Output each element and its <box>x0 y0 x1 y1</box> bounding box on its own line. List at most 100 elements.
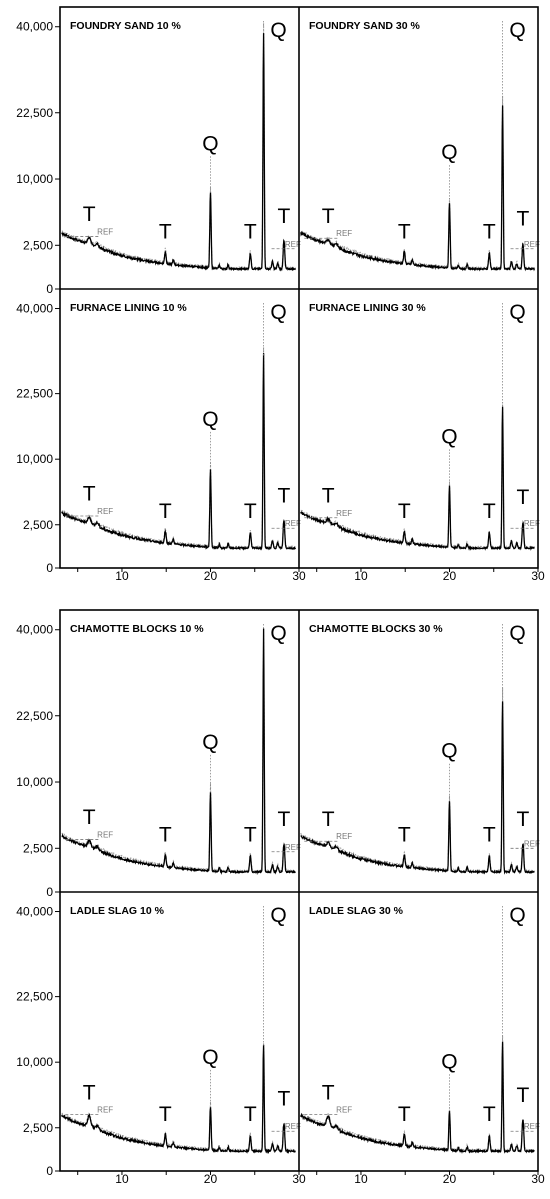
peak-label-t: T <box>398 824 411 847</box>
x-tick-label: 20 <box>443 569 457 583</box>
reference-trace <box>61 23 296 269</box>
y-tick-label: 22,500 <box>16 709 53 723</box>
peak-label-t: T <box>398 221 411 244</box>
ref-label: REF <box>336 1106 352 1115</box>
x-tick-label: 10 <box>115 1172 129 1186</box>
peak-label-t: T <box>244 221 257 244</box>
sample-trace <box>300 701 535 875</box>
ref-label: REF <box>336 832 352 841</box>
sample-trace <box>300 406 535 551</box>
peak-label-t: T <box>322 205 335 228</box>
panel-title: LADLE SLAG 30 % <box>309 905 404 917</box>
y-tick-label: 22,500 <box>16 990 53 1004</box>
peak-label-q: Q <box>509 622 525 645</box>
x-tick-label: 30 <box>531 1172 545 1186</box>
reference-trace <box>61 347 296 549</box>
peak-label-q: Q <box>509 19 525 42</box>
y-tick-label: 40,000 <box>16 905 53 919</box>
peak-label-q: Q <box>441 425 457 448</box>
ref-label: REF <box>97 830 113 839</box>
panel-title: FOUNDRY SAND 10 % <box>70 20 182 32</box>
peak-label-t: T <box>83 203 96 226</box>
peak-label-t: T <box>244 824 257 847</box>
y-tick-label: 10,000 <box>16 172 53 186</box>
panel-title: FOUNDRY SAND 30 % <box>309 20 421 32</box>
ref-label: REF <box>285 1122 301 1131</box>
peak-label-q: Q <box>270 622 286 645</box>
peak-label-q: Q <box>509 301 525 324</box>
x-tick-label: 30 <box>292 569 306 583</box>
peak-label-t: T <box>159 824 172 847</box>
y-tick-label: 0 <box>46 561 53 575</box>
peak-label-q: Q <box>270 301 286 324</box>
peak-label-q: Q <box>202 408 218 431</box>
y-tick-label: 0 <box>46 885 53 899</box>
x-tick-label: 20 <box>204 1172 218 1186</box>
peak-label-t: T <box>322 1081 335 1104</box>
y-tick-label: 10,000 <box>16 775 53 789</box>
y-tick-label: 40,000 <box>16 302 53 316</box>
peak-label-t: T <box>278 808 291 831</box>
panel-title: CHAMOTTE BLOCKS 10 % <box>70 623 204 635</box>
y-tick-label: 2,500 <box>23 841 53 855</box>
peak-label-t: T <box>159 221 172 244</box>
peak-label-t: T <box>83 1081 96 1104</box>
block-frame-1: 0 2,500 10,000 22,500 40,000 0 2,500 10,000 22,5… <box>16 6 545 583</box>
panel-title: FURNACE LINING 10 % <box>70 302 187 314</box>
ref-label: REF <box>524 240 540 249</box>
peak-label-t: T <box>517 486 530 509</box>
ref-label: REF <box>524 839 540 848</box>
x-tick-label: 10 <box>354 1172 368 1186</box>
ref-label: REF <box>285 519 301 528</box>
peak-label-t: T <box>517 1084 530 1107</box>
peak-label-q: Q <box>441 1050 457 1073</box>
reference-trace <box>61 627 296 872</box>
x-tick-label: 30 <box>292 1172 306 1186</box>
ref-label: REF <box>285 240 301 249</box>
panel-title: LADLE SLAG 10 % <box>70 905 165 917</box>
peak-label-t: T <box>517 808 530 831</box>
peak-label-t: T <box>398 1103 411 1126</box>
peak-label-t: T <box>483 500 496 523</box>
ref-label: REF <box>97 507 113 516</box>
y-tick-label: 0 <box>46 1164 53 1178</box>
peak-label-t: T <box>278 484 291 507</box>
x-tick-label: 20 <box>204 569 218 583</box>
y-tick-label: 40,000 <box>16 20 53 34</box>
sample-trace <box>300 1041 535 1154</box>
peak-label-t: T <box>517 208 530 231</box>
peak-label-t: T <box>483 221 496 244</box>
y-tick-label: 10,000 <box>16 1055 53 1069</box>
reference-trace <box>300 402 535 549</box>
peak-label-q: Q <box>202 731 218 754</box>
y-tick-label: 0 <box>46 282 53 296</box>
peak-label-t: T <box>159 1103 172 1126</box>
y-tick-label: 2,500 <box>23 238 53 252</box>
peak-label-t: T <box>244 500 257 523</box>
ref-label: REF <box>524 1122 540 1131</box>
reference-trace <box>61 1042 296 1151</box>
peak-label-q: Q <box>270 904 286 927</box>
x-tick-label: 10 <box>115 569 129 583</box>
peak-label-t: T <box>278 1087 291 1110</box>
peak-label-t: T <box>159 500 172 523</box>
peak-label-t: T <box>322 484 335 507</box>
panel-title: FURNACE LINING 30 % <box>309 302 426 314</box>
y-tick-label: 40,000 <box>16 623 53 637</box>
reference-trace <box>300 95 535 269</box>
peak-label-t: T <box>483 1103 496 1126</box>
y-tick-label: 2,500 <box>23 518 53 532</box>
peak-label-q: Q <box>202 132 218 155</box>
peak-label-t: T <box>398 500 411 523</box>
sample-trace <box>61 353 297 551</box>
ref-label: REF <box>97 227 113 236</box>
sample-trace <box>61 1044 296 1155</box>
y-tick-label: 22,500 <box>16 106 53 120</box>
peak-label-q: Q <box>441 141 457 164</box>
